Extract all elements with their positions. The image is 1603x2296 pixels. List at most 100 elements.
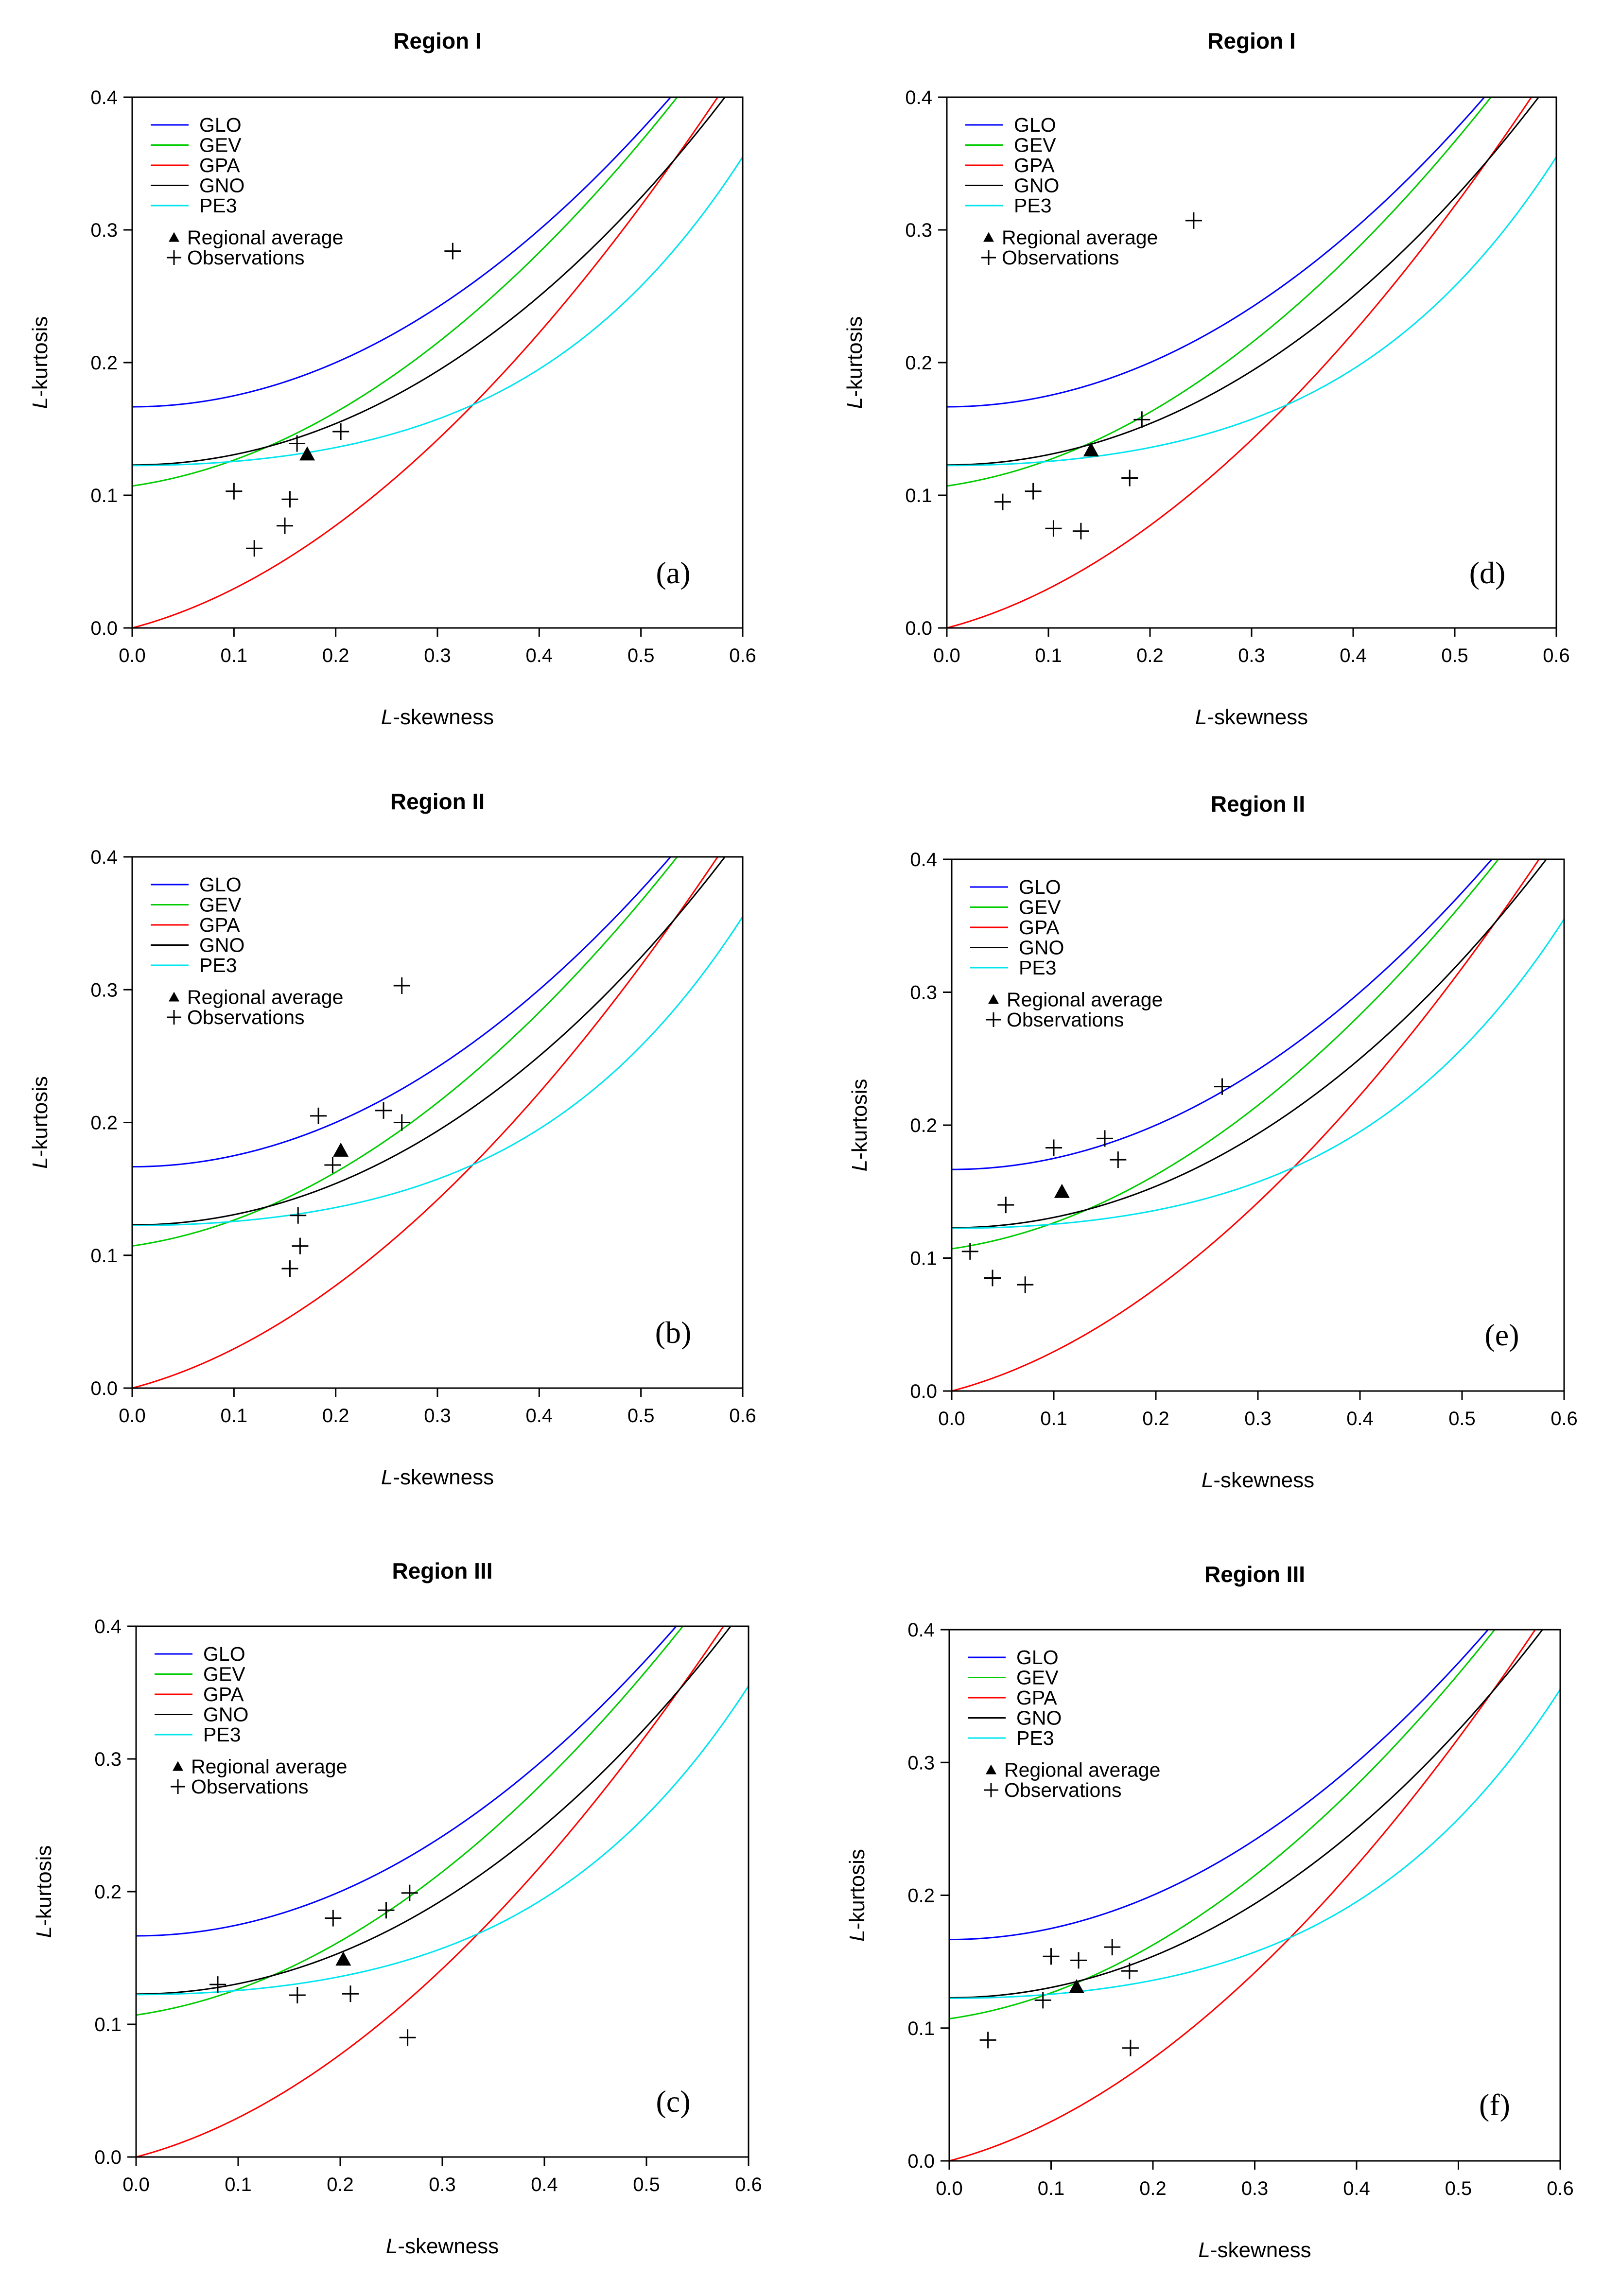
x-axis-title-suffix: -skewness [393,1465,494,1489]
legend-label-gpa: GPA [203,1683,244,1705]
x-tick-label: 0.1 [221,1405,248,1426]
x-tick-label: 0.5 [627,1405,655,1426]
regional-average-marker [335,1951,351,1966]
y-tick-label: 0.2 [910,1115,937,1136]
gev-curve [132,97,679,487]
chart-panel-3: Region II 0.0 0.1 0.2 0.3 0.4 0.5 0.6 0.0 0.1 0.2 0… [28,789,756,1489]
y-axis-title-suffix: -kurtosis [28,316,52,397]
legend-label-pe3: PE3 [1014,194,1052,217]
y-tick-label: 0.1 [90,1245,118,1267]
x-axis-title: L-skewness [1195,705,1308,729]
y-tick-label: 0.4 [94,1616,122,1637]
gno-curve [947,97,1540,466]
x-tick-label: 0.2 [1142,1408,1169,1429]
x-axis-title-suffix: -skewness [393,705,494,729]
y-tick-label: 0.3 [90,220,118,241]
legend-label-gev: GEV [199,894,242,916]
observation-point [393,977,410,994]
gno-curve [132,97,726,466]
x-tick-label: 0.5 [627,645,655,666]
x-tick-label: 0.1 [1038,2178,1065,2199]
pe3-curve [952,919,1564,1229]
gev-curve [947,97,1492,487]
gev-curve [132,857,679,1247]
observation-point [1104,1939,1121,1956]
chart-panel-2: Region I 0.0 0.1 0.2 0.3 0.4 0.5 0.6 0.0 0.1 0.2 0.… [843,28,1570,729]
glo-curve [136,1626,678,1937]
x-axis-title: L-skewness [1202,1468,1314,1492]
observation-point [1133,411,1150,428]
observation-point [399,2029,416,2046]
panel-title: Region II [390,789,485,814]
theoretical-curves [136,1626,749,2157]
panel-title: Region III [392,1558,493,1583]
observation-point [332,423,349,440]
gno-curve [952,859,1548,1229]
gpa-curve [949,1630,1536,2161]
glo-curve [132,857,672,1168]
observation-point [1121,1963,1138,1980]
y-axis-title-suffix: -kurtosis [28,1076,52,1157]
observation-point [246,540,263,557]
glo-curve [947,97,1485,408]
y-tick-label: 0.0 [94,2147,122,2168]
observation-point [375,1102,392,1119]
y-axis-title-prefix: L [32,1926,56,1938]
observation-point [289,435,306,452]
x-axis-title-prefix: L [386,2234,398,2258]
observation-point [979,2032,996,2049]
x-tick-label: 0.6 [1551,1408,1578,1429]
legend-label-gev: GEV [199,134,242,157]
y-axis-title-prefix: L [845,1930,869,1941]
observation-point [1121,470,1138,487]
legend-label-pe3: PE3 [203,1723,241,1746]
glo-curve [952,859,1493,1170]
x-tick-label: 0.6 [729,645,756,666]
y-axis-title-prefix: L [848,1160,871,1171]
gno-curve [132,857,726,1226]
legend-label-gev: GEV [203,1663,245,1686]
legend-label-regional-average: Regional average [1002,226,1158,249]
observation-point [401,1884,418,1901]
glo-curve [949,1630,1489,1941]
y-axis-title-suffix: -kurtosis [843,316,867,397]
regional-average-marker [1054,1183,1070,1198]
panel-tag: (c) [656,2084,690,2119]
legend-plus-icon [986,1012,1001,1027]
observation-point [289,1986,306,2003]
theoretical-curves [132,97,743,628]
observation-point [393,1114,410,1131]
observation-point [1034,1992,1051,2009]
observation-point [277,517,293,534]
legend-label-gno: GNO [203,1704,248,1726]
y-axis-title-prefix: L [28,397,52,409]
x-tick-label: 0.1 [221,645,248,666]
observation-point [1185,212,1202,229]
chart-panel-4: Region II 0.0 0.1 0.2 0.3 0.4 0.5 0.6 0.0 0.1 0.2 0… [848,791,1578,1492]
observation-point [292,1237,309,1254]
observation-point [1122,2039,1139,2056]
observation-point [997,1197,1014,1214]
x-tick-label: 0.3 [1238,645,1265,666]
x-axis-title-prefix: L [1198,2238,1210,2262]
legend-label-gpa: GPA [199,914,240,936]
observation-point [1214,1078,1231,1095]
y-tick-label: 0.2 [905,352,932,374]
observation-point [342,1985,359,2002]
observation-point [1043,1948,1060,1965]
legend-triangle-icon [988,994,999,1004]
y-tick-label: 0.0 [910,1381,937,1402]
legend-label-gno: GNO [199,174,244,197]
y-tick-label: 0.3 [907,1752,935,1774]
legend-triangle-icon [983,232,994,242]
legend-triangle-icon [169,991,179,1002]
x-tick-label: 0.4 [526,645,553,666]
y-axis-title: L-kurtosis [845,1849,869,1942]
observation-point [1070,1952,1087,1969]
legend-plus-icon [167,1010,181,1025]
legend-plus-icon [167,250,181,265]
